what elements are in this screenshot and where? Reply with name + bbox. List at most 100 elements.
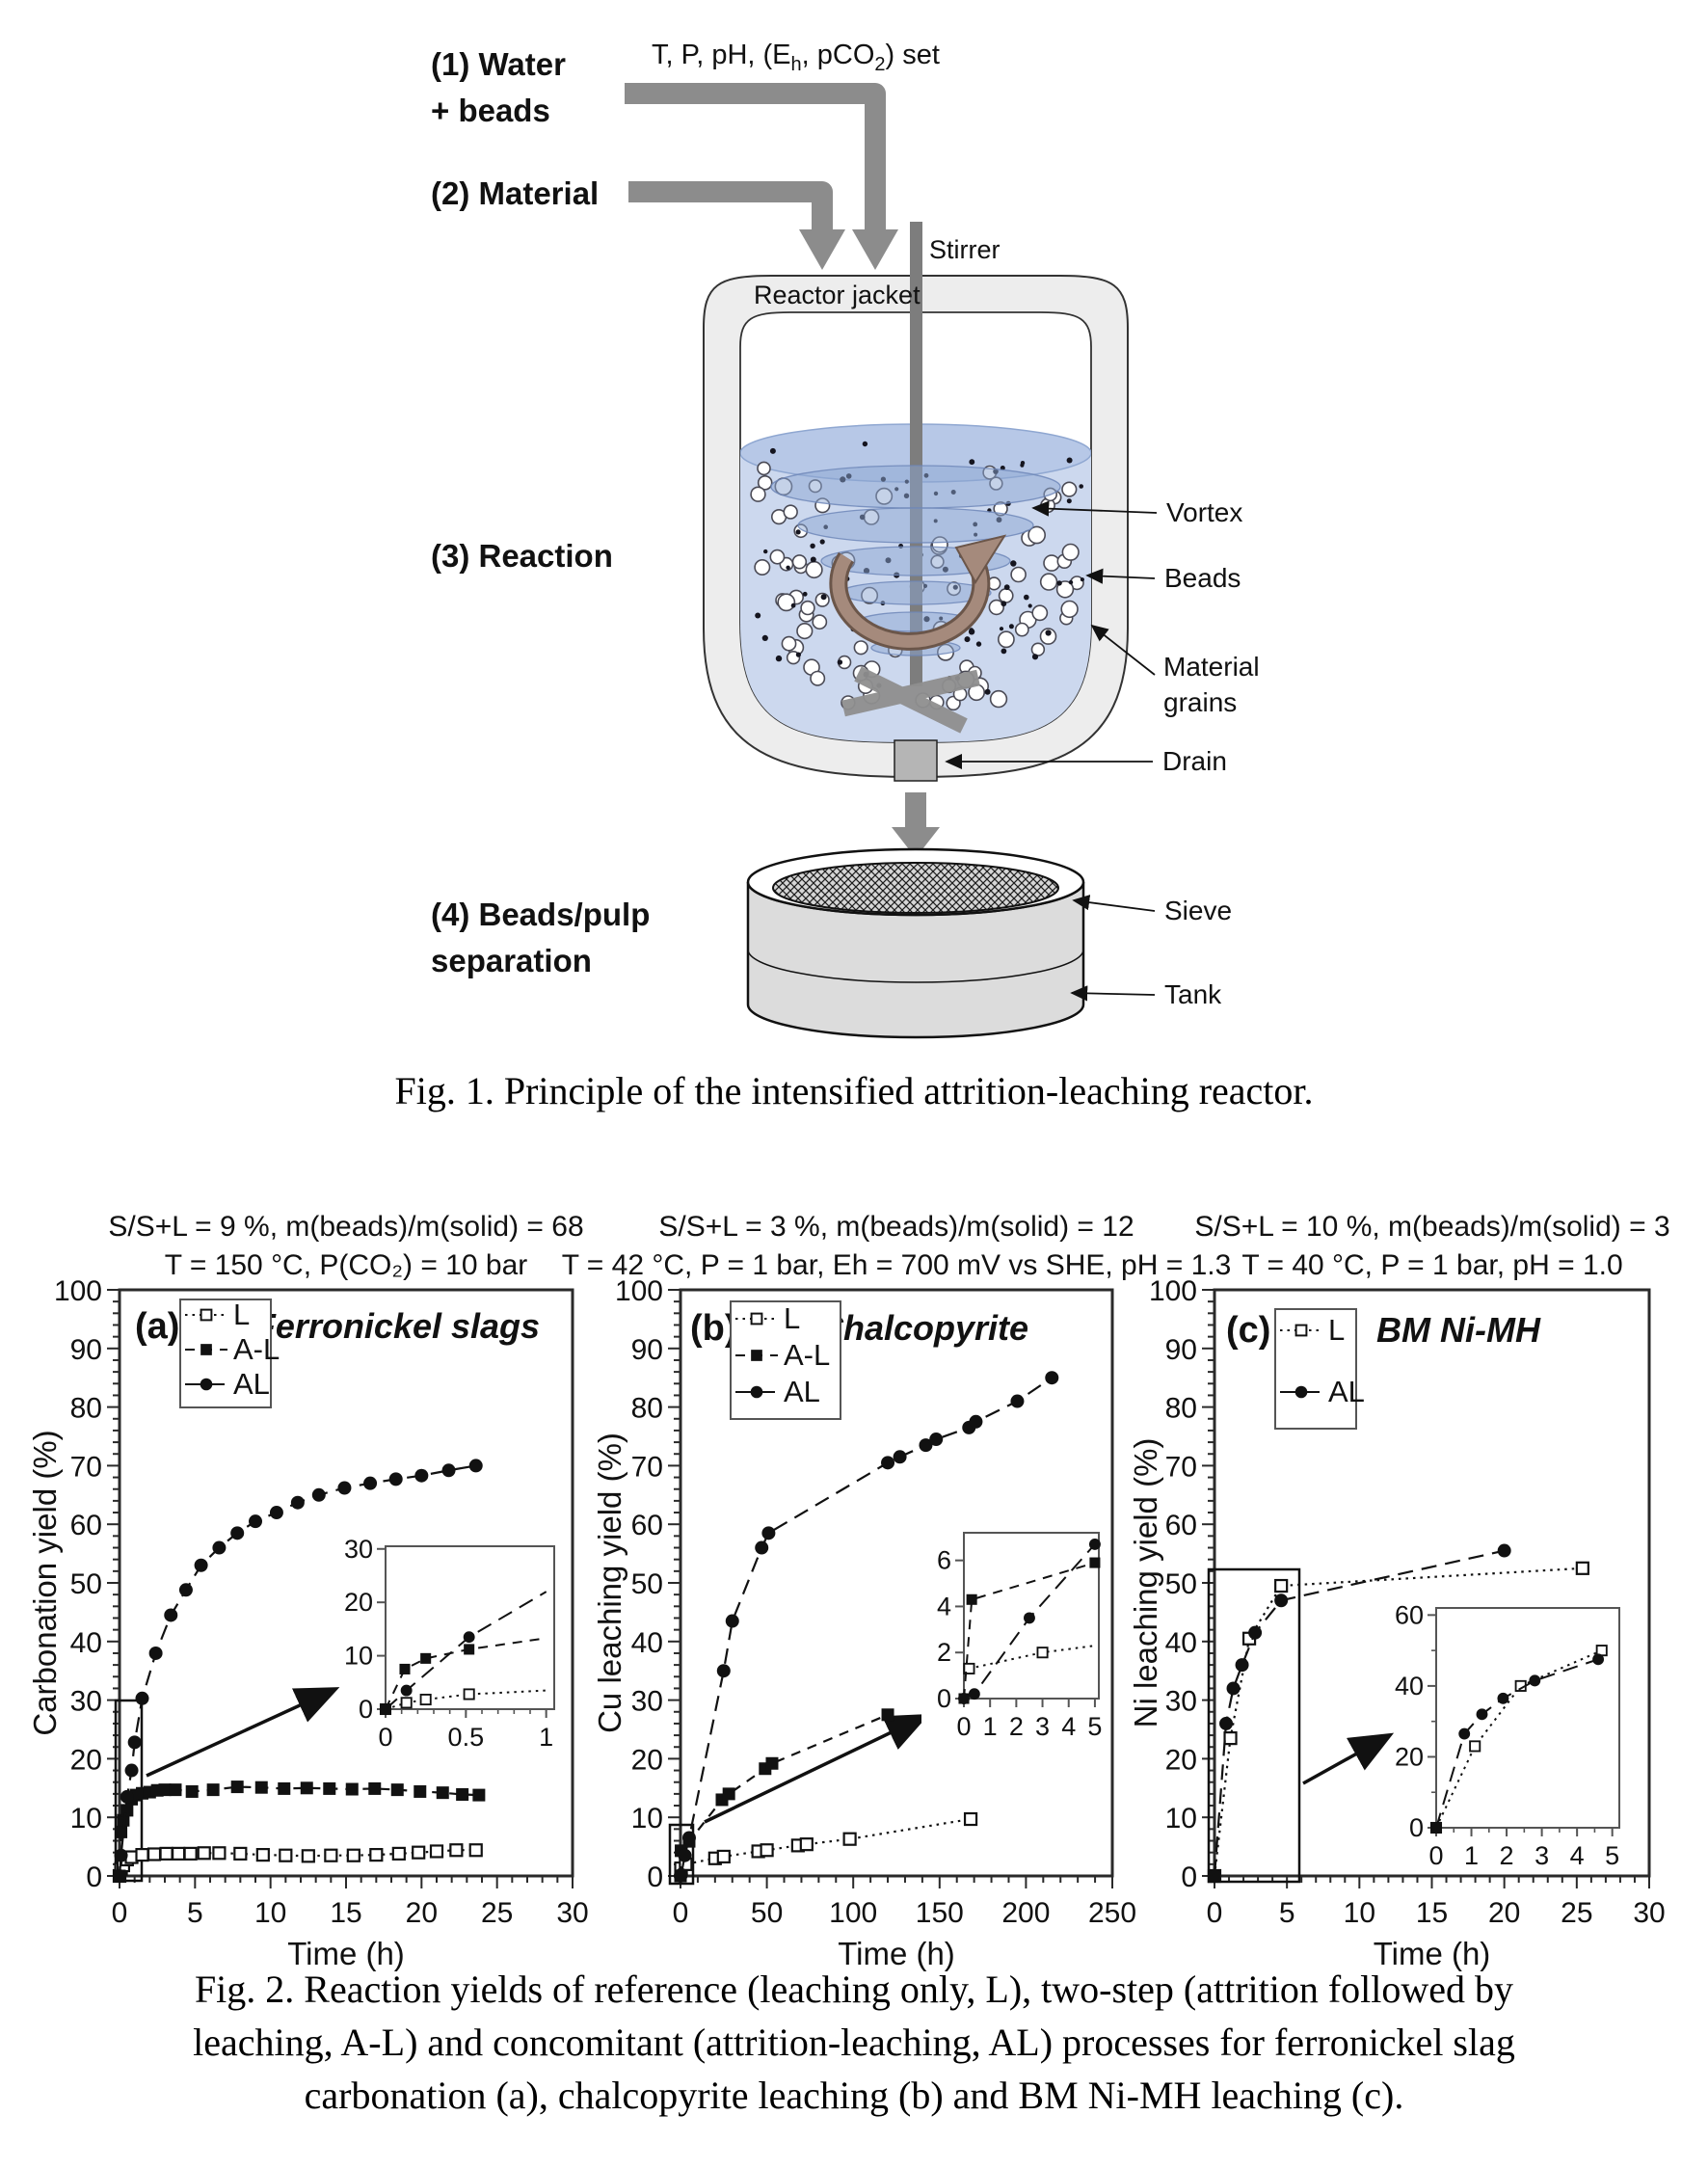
material-grains-label-line2: grains xyxy=(1163,687,1237,717)
zoom-region-rect xyxy=(1207,1567,1301,1884)
svg-text:4: 4 xyxy=(1570,1841,1585,1870)
impeller xyxy=(841,666,980,734)
svg-text:5: 5 xyxy=(1605,1841,1619,1870)
chart-title: S/S+L = 3 %, m(beads)/m(solid) = 12 T = 4… xyxy=(562,1211,1232,1281)
svg-text:1: 1 xyxy=(983,1712,998,1741)
drain-label: Drain xyxy=(1162,746,1227,776)
svg-text:5: 5 xyxy=(187,1897,203,1929)
svg-text:0: 0 xyxy=(937,1684,951,1713)
svg-text:90: 90 xyxy=(631,1334,663,1366)
step3-label: (3) Reaction xyxy=(431,538,613,574)
svg-text:50: 50 xyxy=(1165,1568,1197,1600)
step4-label-line1: (4) Beads/pulp xyxy=(431,897,650,932)
svg-text:3: 3 xyxy=(1535,1841,1549,1870)
svg-text:A-L: A-L xyxy=(233,1332,280,1366)
svg-text:0.5: 0.5 xyxy=(448,1723,485,1752)
svg-text:20: 20 xyxy=(1395,1742,1424,1771)
figure1-reactor-diagram: (1) Water + beads T, P, pH, (Eh, pCO2) s… xyxy=(431,40,1260,1039)
zoom-arrow xyxy=(1302,1732,1395,1785)
figure2-charts: S/S+L = 9 %, m(beads)/m(solid) = 68 T = 1… xyxy=(27,1211,1670,1971)
figure1-caption: Fig. 1. Principle of the intensified att… xyxy=(394,1069,1314,1112)
svg-text:30: 30 xyxy=(1165,1686,1197,1718)
svg-text:100: 100 xyxy=(615,1275,663,1307)
stirrer-label: Stirrer xyxy=(929,235,1001,264)
svg-text:0: 0 xyxy=(673,1897,689,1929)
svg-text:15: 15 xyxy=(330,1897,361,1929)
svg-text:0: 0 xyxy=(1207,1897,1223,1929)
svg-text:0: 0 xyxy=(956,1712,971,1741)
svg-text:2: 2 xyxy=(937,1638,951,1667)
sieve-mesh xyxy=(772,862,1059,914)
panel-label: (a) xyxy=(135,1306,179,1347)
svg-text:0: 0 xyxy=(359,1695,373,1724)
svg-text:80: 80 xyxy=(70,1393,102,1425)
material-label: Chalcopyrite xyxy=(818,1308,1028,1348)
svg-text:10: 10 xyxy=(70,1803,102,1834)
svg-text:30: 30 xyxy=(344,1535,373,1564)
svg-text:0: 0 xyxy=(378,1723,392,1752)
x-axis-label: Time (h) xyxy=(1374,1936,1491,1971)
chart-title: S/S+L = 10 %, m(beads)/m(solid) = 3 T = 4… xyxy=(1194,1211,1669,1281)
drain-port xyxy=(894,739,938,782)
svg-text:50: 50 xyxy=(751,1897,783,1929)
svg-text:10: 10 xyxy=(631,1803,663,1834)
step4-label-line2: separation xyxy=(431,943,592,978)
svg-text:90: 90 xyxy=(70,1334,102,1366)
svg-text:25: 25 xyxy=(1561,1897,1592,1929)
chart-c: S/S+L = 10 %, m(beads)/m(solid) = 3 T = 4… xyxy=(1128,1211,1670,1971)
svg-text:0: 0 xyxy=(647,1861,663,1893)
legend: LA-LAL xyxy=(730,1300,841,1420)
series-AL xyxy=(113,1459,483,1883)
svg-text:S/S+L = 10 %, m(beads)/m(solid: S/S+L = 10 %, m(beads)/m(solid) = 3 xyxy=(1194,1211,1669,1243)
svg-text:T = 42 °C, P = 1 bar, Eh = 700: T = 42 °C, P = 1 bar, Eh = 700 mV vs SHE… xyxy=(562,1249,1232,1281)
svg-text:20: 20 xyxy=(344,1588,373,1617)
panel-label: (b) xyxy=(690,1308,737,1349)
svg-text:60: 60 xyxy=(1395,1600,1424,1629)
legend: L AL xyxy=(1274,1308,1365,1430)
svg-text:200: 200 xyxy=(1001,1897,1050,1929)
svg-text:40: 40 xyxy=(70,1627,102,1659)
svg-text:3: 3 xyxy=(1035,1712,1050,1741)
svg-text:AL: AL xyxy=(233,1367,270,1401)
svg-text:80: 80 xyxy=(631,1393,663,1425)
svg-text:4: 4 xyxy=(937,1592,951,1620)
vortex-funnel xyxy=(770,465,1061,656)
svg-text:10: 10 xyxy=(254,1897,286,1929)
x-axis-label: Time (h) xyxy=(287,1936,405,1971)
svg-text:AL: AL xyxy=(1328,1375,1365,1408)
outlet-arrow xyxy=(892,792,940,858)
svg-text:10: 10 xyxy=(344,1642,373,1671)
svg-text:30: 30 xyxy=(556,1897,588,1929)
zoom-arrow xyxy=(146,1687,340,1778)
material-label: BM Ni-MH xyxy=(1376,1310,1541,1350)
svg-text:30: 30 xyxy=(1633,1897,1665,1929)
inset-series-L xyxy=(963,1645,1096,1674)
svg-text:5: 5 xyxy=(1087,1712,1102,1741)
svg-text:5: 5 xyxy=(1279,1897,1295,1929)
rotation-arrow xyxy=(829,534,1007,651)
svg-text:L: L xyxy=(233,1298,250,1331)
inlet-pipe-material xyxy=(628,181,845,270)
svg-text:S/S+L = 3 %, m(beads)/m(solid): S/S+L = 3 %, m(beads)/m(solid) = 12 xyxy=(658,1211,1134,1243)
figure2-caption-line3: carbonation (a), chalcopyrite leaching (… xyxy=(304,2074,1404,2117)
svg-text:2: 2 xyxy=(1009,1712,1024,1741)
svg-text:6: 6 xyxy=(937,1546,951,1575)
step1-label-line2: + beads xyxy=(431,93,550,128)
legend: LA-LAL xyxy=(179,1298,280,1408)
svg-text:150: 150 xyxy=(916,1897,964,1929)
material-label: Ferronickel slags xyxy=(254,1306,540,1346)
x-axis-label: Time (h) xyxy=(838,1936,955,1971)
svg-text:50: 50 xyxy=(631,1568,663,1600)
svg-text:250: 250 xyxy=(1088,1897,1136,1929)
svg-text:30: 30 xyxy=(631,1686,663,1718)
svg-text:40: 40 xyxy=(1165,1627,1197,1659)
svg-text:100: 100 xyxy=(829,1897,877,1929)
inset-series-AL xyxy=(380,1591,547,1715)
svg-text:20: 20 xyxy=(406,1897,438,1929)
zoom-region-rect xyxy=(668,1823,695,1886)
vortex-label: Vortex xyxy=(1166,497,1242,527)
svg-text:0: 0 xyxy=(1409,1813,1424,1842)
svg-text:80: 80 xyxy=(1165,1393,1197,1425)
